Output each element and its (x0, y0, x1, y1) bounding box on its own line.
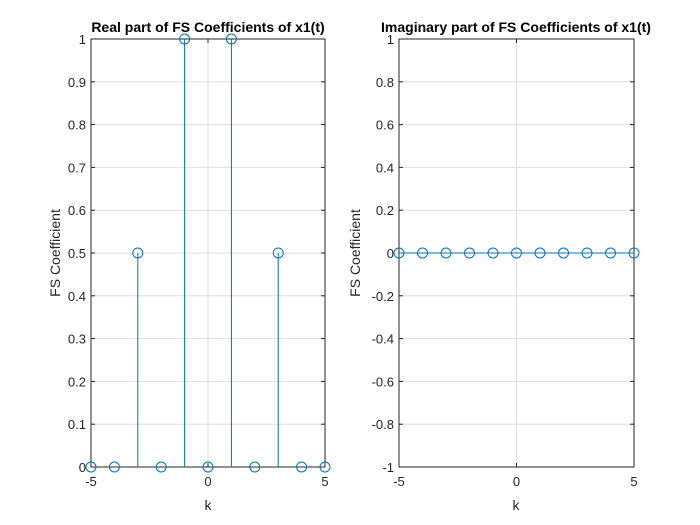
imaginary-part-ytick-label: -0.4 (372, 332, 394, 347)
real-part-xtick-label: -5 (85, 474, 97, 489)
imaginary-part-stem-marker (487, 247, 499, 259)
real-part-stem-marker (319, 461, 331, 473)
imaginary-part-stem-marker (393, 247, 405, 259)
real-part-ytick-label: 0.4 (68, 289, 86, 304)
real-part-stem-marker (249, 461, 261, 473)
imaginary-part-ylabel: FS Coefficient (347, 209, 363, 297)
real-part-ytick-label: 0.8 (68, 118, 86, 133)
real-part-stem-marker (272, 247, 284, 259)
imaginary-part-ytick-label: -0.6 (372, 374, 394, 389)
real-part-ytick-label: 0.5 (68, 246, 86, 261)
real-part-ylabel: FS Coefficient (47, 209, 63, 297)
real-part-ytick-label: 0 (79, 460, 86, 475)
imaginary-part-subplot: Imaginary part of FS Coefficients of x1(… (347, 19, 651, 513)
imaginary-part-xtick-label: 0 (513, 474, 520, 489)
real-part-subplot: Real part of FS Coefficients of x1(t) k … (47, 19, 331, 513)
real-part-title: Real part of FS Coefficients of x1(t) (91, 19, 324, 35)
real-part-stem-marker (225, 33, 237, 45)
imaginary-part-stem-marker (558, 247, 569, 259)
real-part-xlabel: k (205, 497, 213, 513)
real-part-stem-marker (155, 461, 167, 473)
imaginary-part-stem-marker (440, 247, 452, 259)
real-part-ytick-label: 0.3 (68, 332, 86, 347)
imaginary-part-ytick-label: 0.2 (376, 203, 394, 218)
real-part-stem-marker (132, 247, 144, 259)
real-part-ytick-label: 0.6 (68, 203, 86, 218)
imaginary-part-ytick-label: 0 (387, 246, 394, 261)
real-part-stem-marker (179, 33, 191, 45)
imaginary-part-title: Imaginary part of FS Coefficients of x1(… (381, 19, 651, 35)
imaginary-part-stem-marker (417, 247, 428, 259)
imaginary-part-stem-marker (605, 247, 616, 259)
imaginary-part-stem-marker (511, 247, 522, 259)
imaginary-part-xtick-label: -5 (393, 474, 405, 489)
real-part-xtick-label: 0 (204, 474, 211, 489)
real-part-stem-marker (296, 461, 308, 473)
imaginary-part-ytick-label: 1 (387, 32, 394, 47)
imaginary-part-ytick-label: -0.2 (372, 289, 394, 304)
real-part-ytick-label: 0.7 (68, 160, 86, 175)
real-part-xtick-label: 5 (321, 474, 328, 489)
real-part-ytick-label: 1 (79, 32, 86, 47)
imaginary-part-xlabel: k (513, 497, 521, 513)
real-part-ytick-label: 0.2 (68, 374, 86, 389)
real-part-stem-marker (108, 461, 120, 473)
real-part-ytick-label: 0.1 (68, 417, 86, 432)
imaginary-part-ytick-label: 0.6 (376, 118, 394, 133)
imaginary-part-ytick-label: 0.8 (376, 75, 394, 90)
imaginary-part-ytick-label: -0.8 (372, 417, 394, 432)
real-part-ytick-label: 0.9 (68, 75, 86, 90)
imaginary-part-xtick-label: 5 (630, 474, 637, 489)
imaginary-part-ytick-label: 0.4 (376, 160, 394, 175)
imaginary-part-stem-marker (581, 247, 593, 259)
imaginary-part-stem-marker (464, 247, 475, 259)
imaginary-part-stem-marker (628, 247, 640, 259)
imaginary-part-stem-marker (534, 247, 546, 259)
real-part-stem-marker (202, 461, 214, 473)
real-part-stem-marker (85, 461, 97, 473)
imaginary-part-ytick-label: -1 (382, 460, 394, 475)
real-part-grid (90, 38, 326, 468)
